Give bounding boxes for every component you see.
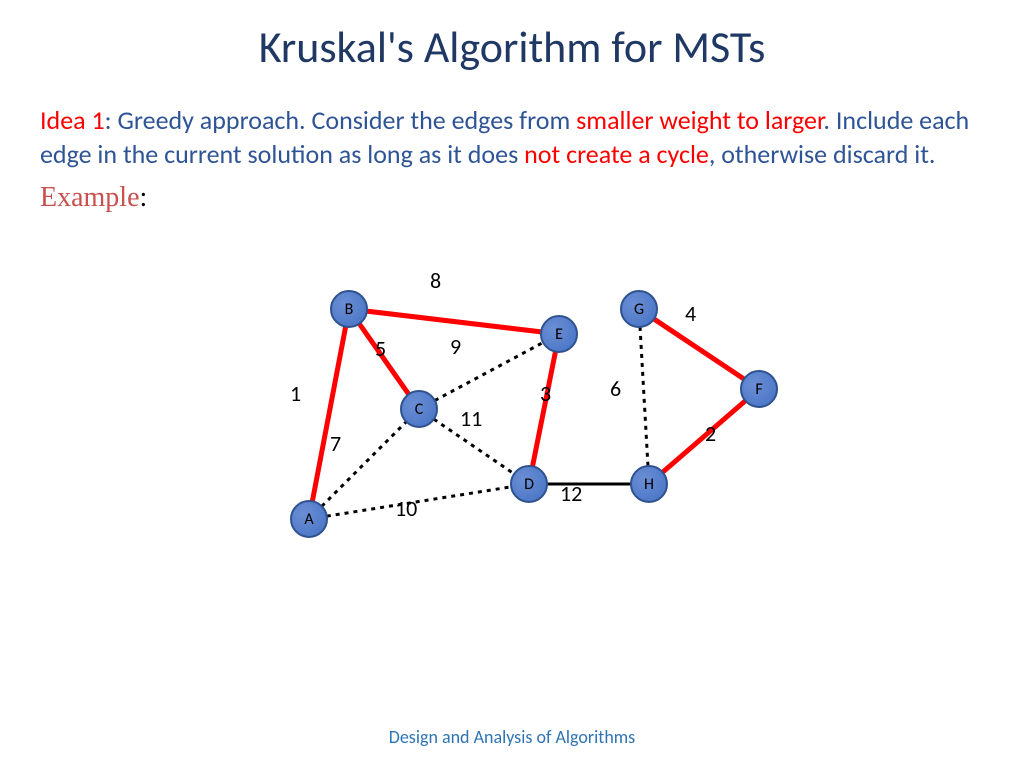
edge-H-F bbox=[649, 389, 759, 484]
node-C: C bbox=[400, 390, 438, 428]
example-colon: : bbox=[140, 182, 148, 213]
node-H: H bbox=[630, 465, 668, 503]
edge-C-E bbox=[419, 334, 559, 409]
example-text: Example bbox=[40, 182, 140, 213]
desc-fragment: , otherwise discard it. bbox=[709, 138, 936, 170]
edge-E-D bbox=[529, 334, 559, 484]
node-G: G bbox=[620, 290, 658, 328]
edge-G-H bbox=[639, 309, 649, 484]
edge-weight-D-H: 12 bbox=[560, 480, 582, 507]
node-E: E bbox=[540, 315, 578, 353]
edge-weight-A-C: 7 bbox=[330, 430, 341, 457]
edge-A-D bbox=[309, 484, 529, 519]
node-A: A bbox=[290, 500, 328, 538]
edge-weight-G-H: 6 bbox=[610, 375, 621, 402]
page-title: Kruskal's Algorithm for MSTs bbox=[0, 0, 1024, 74]
edge-weight-B-E: 8 bbox=[430, 267, 441, 294]
desc-fragment: : Greedy approach. Consider the edges fr… bbox=[105, 104, 576, 136]
node-D: D bbox=[510, 465, 548, 503]
desc-fragment: smaller weight to larger bbox=[576, 104, 823, 136]
edge-A-B bbox=[309, 309, 349, 519]
desc-fragment: not create a cycle bbox=[524, 138, 709, 170]
edge-B-E bbox=[349, 309, 559, 334]
edge-weight-C-E: 9 bbox=[450, 333, 461, 360]
edge-weight-E-D: 3 bbox=[540, 380, 551, 407]
idea-description: Idea 1: Greedy approach. Consider the ed… bbox=[0, 74, 1024, 182]
node-B: B bbox=[330, 290, 368, 328]
edge-weight-C-D: 11 bbox=[460, 405, 482, 432]
slide-footer: Design and Analysis of Algorithms bbox=[0, 726, 1024, 748]
example-label: Example: bbox=[0, 182, 1024, 214]
graph-diagram: 1 5 8 7 9 11 10 3 12 6 4 2 A B C D E F G H bbox=[260, 270, 820, 550]
edge-weight-B-C: 5 bbox=[375, 335, 386, 362]
edge-weight-A-B: 1 bbox=[290, 380, 301, 407]
node-F: F bbox=[740, 370, 778, 408]
edge-weight-H-F: 2 bbox=[705, 420, 716, 447]
edge-weight-G-F: 4 bbox=[685, 300, 696, 327]
edge-weight-A-D: 10 bbox=[395, 495, 417, 522]
desc-fragment: Idea 1 bbox=[40, 104, 105, 136]
edge-G-F bbox=[639, 309, 759, 389]
